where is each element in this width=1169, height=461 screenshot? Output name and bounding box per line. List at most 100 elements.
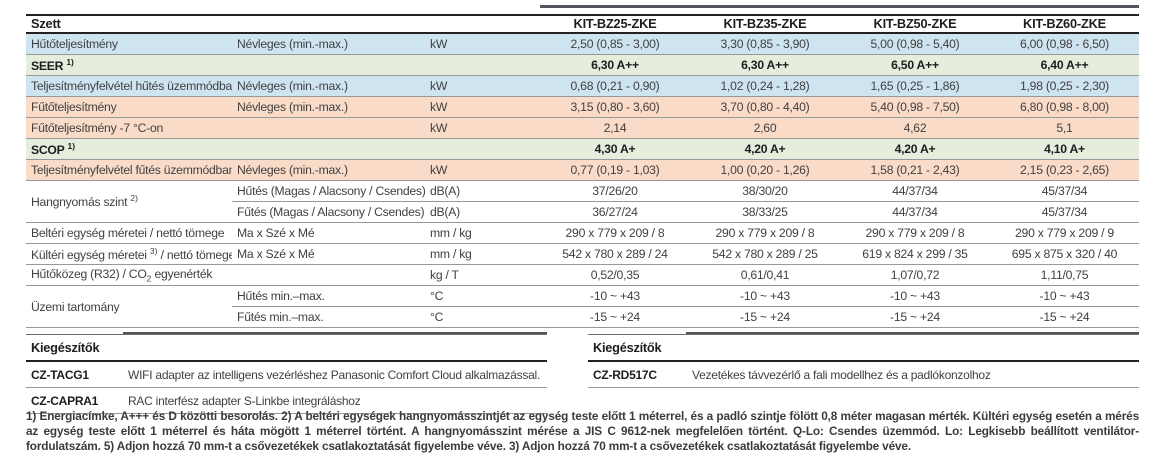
superscript-note-marker: 2) xyxy=(130,193,138,204)
spec-header-spacer xyxy=(232,15,425,34)
spec-unit-cell: dB(A) xyxy=(425,201,540,223)
spec-unit-cell: kW xyxy=(425,96,540,118)
label-text: Teljesítményfelvétel hűtés üzemmódban xyxy=(31,79,232,93)
spec-value-cell: 6,80 (0,98 - 8,00) xyxy=(990,96,1139,118)
spec-subparam-cell: Fűtés (Magas / Alacsony / Csendes) xyxy=(232,201,425,223)
label-text: SEER xyxy=(31,59,67,74)
spec-value-cell: 44/37/34 xyxy=(840,180,990,202)
accessories-header-row: Kiegészítők xyxy=(26,334,547,362)
spec-value-cell: 0,52/0,35 xyxy=(540,264,690,286)
spec-label-cell: Hűtőközeg (R32) / CO2 egyenérték xyxy=(26,264,425,286)
accessory-desc-cell: RAC interfész adapter S-Linkbe integrálá… xyxy=(123,387,547,414)
accessories-table-left: Kiegészítők CZ-TACG1 WIFI adapter az inte… xyxy=(26,334,547,414)
spec-value-cell: 542 x 780 x 289 / 24 xyxy=(540,243,690,265)
spec-unit-cell: kg / T xyxy=(425,264,540,286)
spec-value-cell: 1,07/0,72 xyxy=(840,264,990,286)
label-text: egyenérték xyxy=(151,266,213,281)
spec-label-cell: Teljesítményfelvétel hűtés üzemmódban xyxy=(26,75,232,97)
spec-row: Hangnyomás szint 2) Hűtés (Magas / Alacso… xyxy=(26,180,1139,223)
spec-value-cell: 1,98 (0,25 - 2,30) xyxy=(990,75,1139,97)
spec-unit-cell: kW xyxy=(425,33,540,55)
spec-value-cell: 0,68 (0,21 - 0,90) xyxy=(540,75,690,97)
superscript-note-marker: 1) xyxy=(67,140,76,151)
accessory-row: CZ-TACG1 WIFI adapter az intelligens vezé… xyxy=(26,361,547,388)
spec-row: Fűtés min.–max. °C -15 ~ +24 -15 ~ +24 -15 ~… xyxy=(26,306,1139,328)
spec-row: SCOP 1) 4,30 A+ 4,20 A+ 4,20 A+ 4,10 A+ xyxy=(26,138,1139,160)
label-text: Hangnyomás szint xyxy=(31,195,131,210)
spec-header-spacer xyxy=(425,15,540,34)
spec-value-cell: 2,14 xyxy=(540,117,690,139)
spec-value-cell: 3,15 (0,80 - 3,60) xyxy=(540,96,690,118)
spec-subparam-cell: Ma x Szé x Mé xyxy=(232,243,425,265)
accessory-desc-cell: Vezetékes távvezérlő a fali modellhez és… xyxy=(687,361,1139,388)
spec-unit-cell: kW xyxy=(425,117,540,139)
spec-table: Szett KIT-BZ25-ZKE KIT-BZ35-ZKE KIT-BZ50… xyxy=(26,14,1139,328)
spec-value-cell: 619 x 824 x 299 / 35 xyxy=(840,243,990,265)
spec-subparam-cell: Névleges (min.-max.) xyxy=(232,33,425,55)
spec-label-cell: Teljesítményfelvétel fűtés üzemmódban xyxy=(26,159,232,181)
spec-header-row: Szett KIT-BZ25-ZKE KIT-BZ35-ZKE KIT-BZ50… xyxy=(26,15,1139,34)
spec-row: Teljesítményfelvétel hűtés üzemmódban Név… xyxy=(26,75,1139,97)
spec-row: SEER 1) 6,30 A++ 6,30 A++ 6,50 A++ 6,40 A++ xyxy=(26,54,1139,76)
accessory-row: CZ-CAPRA1 RAC interfész adapter S-Linkbe … xyxy=(26,387,547,414)
spec-value-cell: -10 ~ +43 xyxy=(840,285,990,307)
accessories-title: Kiegészítők xyxy=(588,334,1139,362)
spec-label-cell: SEER 1) xyxy=(26,54,540,76)
spec-value-cell: 38/33/25 xyxy=(690,201,840,223)
accessory-code-cell: CZ-CAPRA1 xyxy=(26,387,123,414)
spec-label-cell: Beltéri egység méretei / nettó tömege xyxy=(26,222,232,244)
spec-value-cell: 45/37/34 xyxy=(990,180,1139,202)
label-text: Kültéri egység méretei xyxy=(31,248,150,263)
accessory-desc-cell: WIFI adapter az intelligens vezérléshez … xyxy=(123,361,547,388)
spec-value-cell: 4,30 A+ xyxy=(540,138,690,160)
spec-value-cell: 45/37/34 xyxy=(990,201,1139,223)
spec-row: Üzemi tartomány Hűtés min.–max. °C -10 ~ +4… xyxy=(26,285,1139,328)
spec-unit-cell: °C xyxy=(425,306,540,328)
spec-row: Hűtőteljesítmény Névleges (min.-max.) kW 2,… xyxy=(26,33,1139,55)
accessories-title: Kiegészítők xyxy=(26,334,547,362)
spec-subparam-cell: Hűtés min.–max. xyxy=(232,285,425,307)
spec-unit-cell: kW xyxy=(425,159,540,181)
model-column-header-1: KIT-BZ25-ZKE xyxy=(540,15,690,34)
label-text: Üzemi tartomány xyxy=(31,299,120,314)
spec-label-cell: Fűtőteljesítmény xyxy=(26,96,232,118)
spec-value-cell: 2,50 (0,85 - 3,00) xyxy=(540,33,690,55)
superscript-note-marker: 3) xyxy=(149,245,158,256)
spec-subparam-cell: Névleges (min.-max.) xyxy=(232,96,425,118)
spec-value-cell: 6,50 A++ xyxy=(840,54,990,76)
spec-value-cell: 2,60 xyxy=(690,117,840,139)
spec-value-cell: 290 x 779 x 209 / 8 xyxy=(540,222,690,244)
spec-row: Fűtőteljesítmény -7 °C-on kW 2,14 2,60 4,62 5… xyxy=(26,117,1139,139)
spec-value-cell: 1,02 (0,24 - 1,28) xyxy=(690,75,840,97)
accessory-row: CZ-RD517C Vezetékes távvezérlő a fali mod… xyxy=(588,361,1139,388)
spec-value-cell: 290 x 779 x 209 / 8 xyxy=(690,222,840,244)
spec-value-cell: -15 ~ +24 xyxy=(840,306,990,328)
spec-value-cell: -10 ~ +43 xyxy=(990,285,1139,307)
spec-row: Fűtés (Magas / Alacsony / Csendes) dB(A) 3… xyxy=(26,201,1139,223)
spec-value-cell: 290 x 779 x 209 / 8 xyxy=(840,222,990,244)
superscript-note-marker: 1) xyxy=(66,56,74,67)
subscript-text: 2 xyxy=(146,273,152,284)
spec-value-cell: -15 ~ +24 xyxy=(690,306,840,328)
spec-label-cell: Fűtőteljesítmény -7 °C-on xyxy=(26,117,425,139)
spec-unit-cell: kW xyxy=(425,75,540,97)
spec-value-cell: 4,62 xyxy=(840,117,990,139)
accessory-code-cell: CZ-RD517C xyxy=(588,361,687,388)
spec-subparam-cell: Ma x Szé x Mé xyxy=(232,222,425,244)
spec-value-cell: 1,65 (0,25 - 1,86) xyxy=(840,75,990,97)
spec-unit-cell: mm / kg xyxy=(425,222,540,244)
spec-subparam-cell: Névleges (min.-max.) xyxy=(232,75,425,97)
spec-value-cell: 36/27/24 xyxy=(540,201,690,223)
label-text: Fűtőteljesítmény xyxy=(31,100,117,114)
spec-row: Teljesítményfelvétel fűtés üzemmódban Név… xyxy=(26,159,1139,181)
spec-label-cell: SCOP 1) xyxy=(26,138,540,160)
label-text: Beltéri egység méretei / nettó tömege xyxy=(31,226,225,240)
spec-row: Kültéri egység méretei 3) / nettó tömege… xyxy=(26,243,1139,265)
spec-subparam-cell: Névleges (min.-max.) xyxy=(232,159,425,181)
spec-value-cell: 6,00 (0,98 - 6,50) xyxy=(990,33,1139,55)
spec-value-cell: 1,11/0,75 xyxy=(990,264,1139,286)
spec-value-cell: -15 ~ +24 xyxy=(540,306,690,328)
label-text: Hűtőközeg (R32) / CO xyxy=(31,266,147,281)
spec-value-cell: -10 ~ +43 xyxy=(540,285,690,307)
